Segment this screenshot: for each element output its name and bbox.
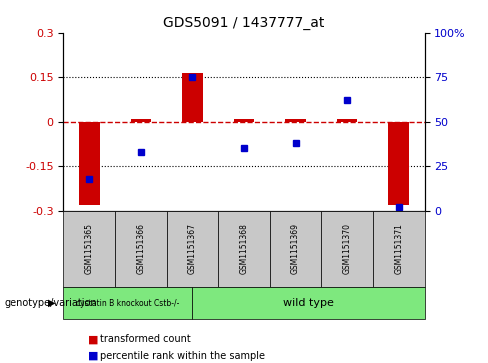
Text: cystatin B knockout Cstb-/-: cystatin B knockout Cstb-/-: [76, 299, 180, 307]
Bar: [337, 119, 358, 122]
Text: ▶: ▶: [47, 298, 55, 308]
Text: GSM1151369: GSM1151369: [291, 223, 300, 274]
Text: GSM1151367: GSM1151367: [188, 223, 197, 274]
Text: genotype/variation: genotype/variation: [5, 298, 98, 308]
Bar: [234, 119, 254, 122]
Bar: [130, 119, 151, 122]
Text: GSM1151370: GSM1151370: [343, 223, 352, 274]
Bar: [79, 122, 100, 205]
Text: percentile rank within the sample: percentile rank within the sample: [100, 351, 265, 361]
Text: GSM1151368: GSM1151368: [240, 223, 248, 274]
Text: GSM1151365: GSM1151365: [85, 223, 94, 274]
Text: GSM1151371: GSM1151371: [394, 223, 403, 274]
Bar: [388, 122, 409, 205]
Text: ■: ■: [88, 334, 99, 344]
Text: ■: ■: [88, 351, 99, 361]
Bar: [285, 119, 306, 122]
Text: wild type: wild type: [283, 298, 334, 308]
Text: transformed count: transformed count: [100, 334, 191, 344]
Text: GSM1151366: GSM1151366: [136, 223, 145, 274]
Bar: [182, 73, 203, 122]
Title: GDS5091 / 1437777_at: GDS5091 / 1437777_at: [163, 16, 325, 30]
